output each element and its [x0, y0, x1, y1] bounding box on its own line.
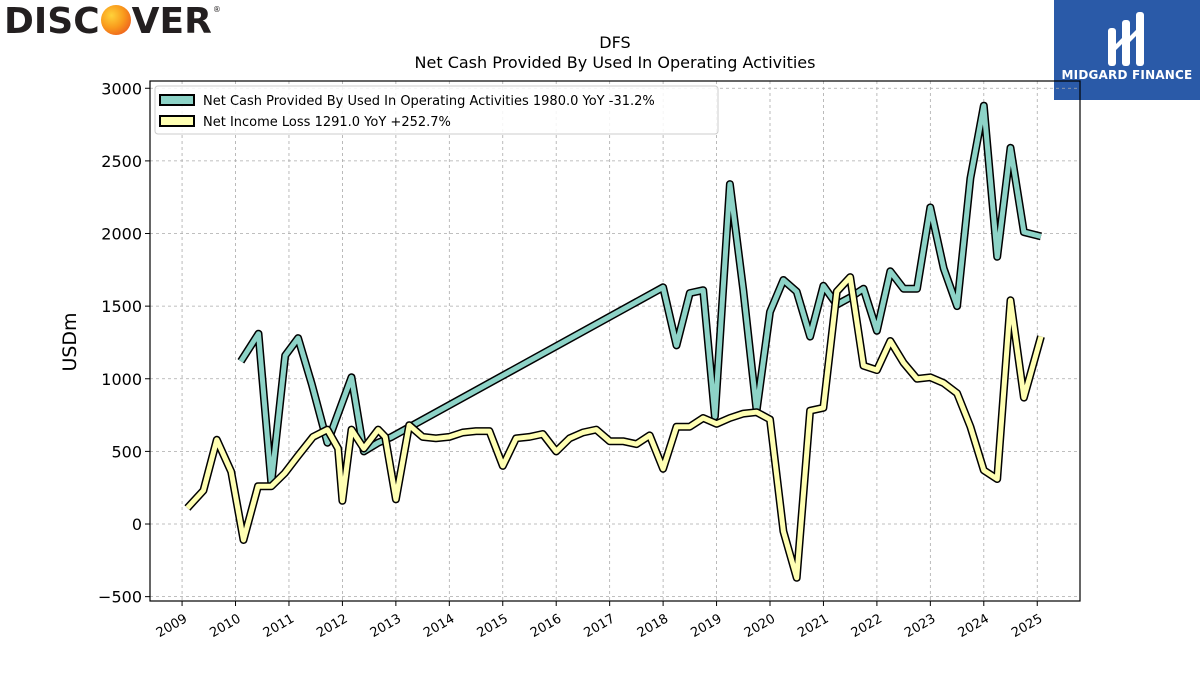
chart-legend: Net Cash Provided By Used In Operating A…	[154, 85, 719, 135]
x-tick-label: 2024	[956, 611, 992, 641]
y-tick-label: 1500	[101, 297, 142, 316]
series-lines	[184, 101, 1045, 582]
x-tick-label: 2011	[261, 611, 297, 641]
legend-swatch	[159, 115, 195, 127]
discover-logo-text-a: DISC	[4, 0, 100, 42]
y-tick-label: 3000	[101, 79, 142, 98]
x-tick-label: 2023	[902, 611, 938, 641]
y-tick-label: 1000	[101, 370, 142, 389]
legend-swatch	[159, 94, 195, 106]
midgard-emblem-icon	[1108, 12, 1144, 66]
x-tick-label: 2014	[421, 611, 457, 641]
x-tick-label: 2025	[1009, 611, 1045, 641]
series-0-line	[238, 103, 1042, 486]
grid-lines	[150, 81, 1080, 601]
chart-subtitle: Net Cash Provided By Used In Operating A…	[415, 53, 816, 72]
x-tick-label: 2019	[688, 611, 724, 641]
discover-logo-text-b: VER	[131, 0, 212, 42]
x-tick-label: 2018	[635, 611, 671, 641]
x-tick-label: 2013	[368, 611, 404, 641]
y-tick-label: 2000	[101, 225, 142, 244]
chart-title: DFS	[599, 33, 630, 52]
plot-frame	[149, 80, 1081, 602]
x-tick-label: 2016	[528, 611, 564, 641]
x-tick-label: 2015	[475, 611, 511, 641]
x-axis-ticks: 2009 2010 2011 2012 2013 2014 2015 2016 2017 2018…	[154, 601, 1045, 641]
midgard-finance-logo: MIDGARD FINANCE	[1054, 0, 1200, 100]
y-tick-label: 0	[132, 515, 142, 534]
x-tick-label: 2020	[742, 611, 778, 641]
x-tick-label: 2010	[207, 611, 243, 641]
y-axis-ticks: −500 0 500 1000 1500 2000 2500 3000	[98, 79, 150, 607]
discover-orb-icon	[100, 5, 131, 35]
series-1-line	[185, 274, 1044, 581]
discover-logo: DISC VER ®	[4, 0, 221, 42]
y-tick-label: 2500	[101, 152, 142, 171]
x-tick-label: 2021	[795, 611, 831, 641]
x-tick-label: 2017	[581, 611, 617, 641]
legend-label: Net Cash Provided By Used In Operating A…	[203, 94, 655, 109]
y-axis-label: USDm	[59, 312, 81, 371]
legend-label: Net Income Loss 1291.0 YoY +252.7%	[203, 115, 451, 130]
registered-mark: ®	[212, 4, 221, 14]
y-tick-label: −500	[98, 588, 142, 607]
x-tick-label: 2012	[314, 611, 350, 641]
y-tick-label: 500	[111, 442, 142, 461]
series-1-outline	[184, 273, 1045, 582]
x-tick-label: 2009	[154, 611, 190, 641]
legend-box	[154, 85, 719, 135]
x-tick-label: 2022	[849, 611, 885, 641]
midgard-finance-name: MIDGARD FINANCE	[1061, 68, 1193, 82]
